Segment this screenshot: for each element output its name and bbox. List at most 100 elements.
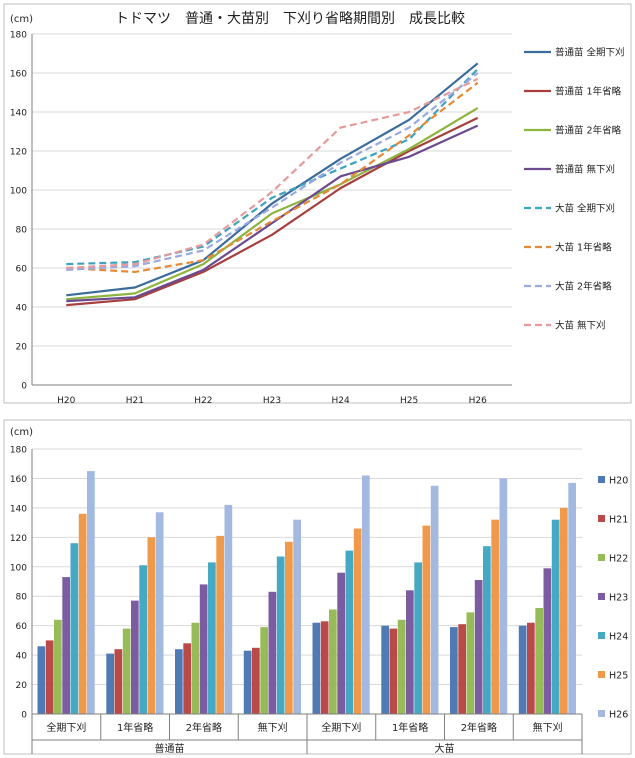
x-tick-label: 2年省略 [186,721,222,734]
legend-label: 普通苗 無下刈 [555,164,615,176]
x-tick-label: H25 [400,396,418,406]
bar-chart-bars [37,471,576,715]
y-tick-label: 140 [10,109,27,119]
x-tick-label: H24 [331,396,349,406]
series-line [66,77,479,270]
y-tick-label: 40 [16,652,28,662]
y-tick-label: 80 [16,226,28,236]
bar [122,628,131,714]
bar [551,519,560,714]
bar [45,640,54,714]
bar [422,525,431,714]
y-tick-label: 100 [10,563,27,573]
legend-label: 大苗 1年省略 [555,242,612,254]
bar-chart-legend: H20 H21 H22 H23 H24 H25 H26 [598,476,628,721]
bar [414,562,422,714]
x-tick-label: 2年省略 [461,721,497,734]
bar [87,471,95,714]
bar [483,546,491,714]
x-tick-label: 全期下刈 [321,721,361,734]
y-tick-label: 20 [16,681,28,691]
y-tick-label: 60 [16,265,28,275]
bar [406,590,414,714]
bar [353,528,362,714]
legend-label: H20 [609,476,628,487]
x-tick-label: 無下刈 [258,721,288,734]
bar [362,475,370,714]
bar [543,568,552,715]
legend-swatch [598,710,605,717]
y-tick-label: 120 [10,148,27,158]
bar [252,647,260,715]
series-line [66,68,479,266]
legend-swatch [598,671,605,678]
legend-swatch [598,476,605,483]
y-tick-label: 180 [10,31,27,41]
bar [216,535,224,714]
bar [139,565,147,714]
x-tick-label: 無下刈 [533,721,563,734]
legend-label: H21 [609,515,628,526]
bar [474,580,483,714]
y-tick-label: 160 [10,475,27,485]
legend-swatch [598,632,605,639]
bar [329,609,337,714]
legend-label: H23 [609,593,628,604]
bar [199,584,208,714]
x-tick-label: H20 [57,396,75,406]
line-chart: 0 20 40 60 80 100 120 140 160 180 H20 H21 H22 H23 H24… [3,3,632,406]
bar [106,653,114,714]
legend-label: H26 [609,710,628,721]
bar [320,621,329,715]
bar [183,643,191,714]
bar [268,591,277,714]
legend-swatch [598,593,605,600]
bar [208,562,216,714]
bar [527,622,535,714]
bar [147,537,156,714]
line-chart-y-unit: (cm) [10,14,33,25]
bar [397,619,406,714]
bar [381,625,389,714]
x-tick-label: H21 [126,396,144,406]
line-chart-y-axis: 0 20 40 60 80 100 120 140 160 180 [10,31,27,392]
bar [70,543,79,714]
group-label: 普通苗 [155,742,185,755]
bar [389,628,398,714]
y-tick-label: 100 [10,187,27,197]
legend-swatch [598,515,605,522]
x-tick-label: 1年省略 [117,721,153,734]
series-line [66,81,479,273]
bar [114,649,123,714]
y-tick-label: 160 [10,70,27,80]
bar [535,608,543,714]
bar [466,612,475,714]
series-line [66,116,479,307]
series-line [66,124,479,303]
bar [260,627,268,714]
y-tick-label: 40 [16,304,28,314]
line-chart-series [66,62,479,307]
legend-label: 大苗 全期下刈 [555,203,615,215]
legend-label: H22 [609,554,628,565]
series-line [66,62,479,297]
bar [54,619,62,714]
bar [293,519,301,714]
series-line [66,107,479,301]
bar [337,572,345,714]
series-line [66,72,479,271]
line-chart-gridlines [31,33,512,386]
legend-label: 大苗 無下刈 [555,320,606,332]
legend-label: 普通苗 1年省略 [555,86,622,98]
bar-chart: 0 20 40 60 80 100 120 140 160 180 全期下刈 1年省略 2年省略 無下刈… [3,419,632,755]
bar [285,541,293,715]
y-tick-label: 0 [21,711,27,721]
bar [243,650,252,714]
legend-label: 普通苗 2年省略 [555,125,622,137]
bar [78,513,87,714]
bar [560,507,568,714]
bar [499,478,508,714]
